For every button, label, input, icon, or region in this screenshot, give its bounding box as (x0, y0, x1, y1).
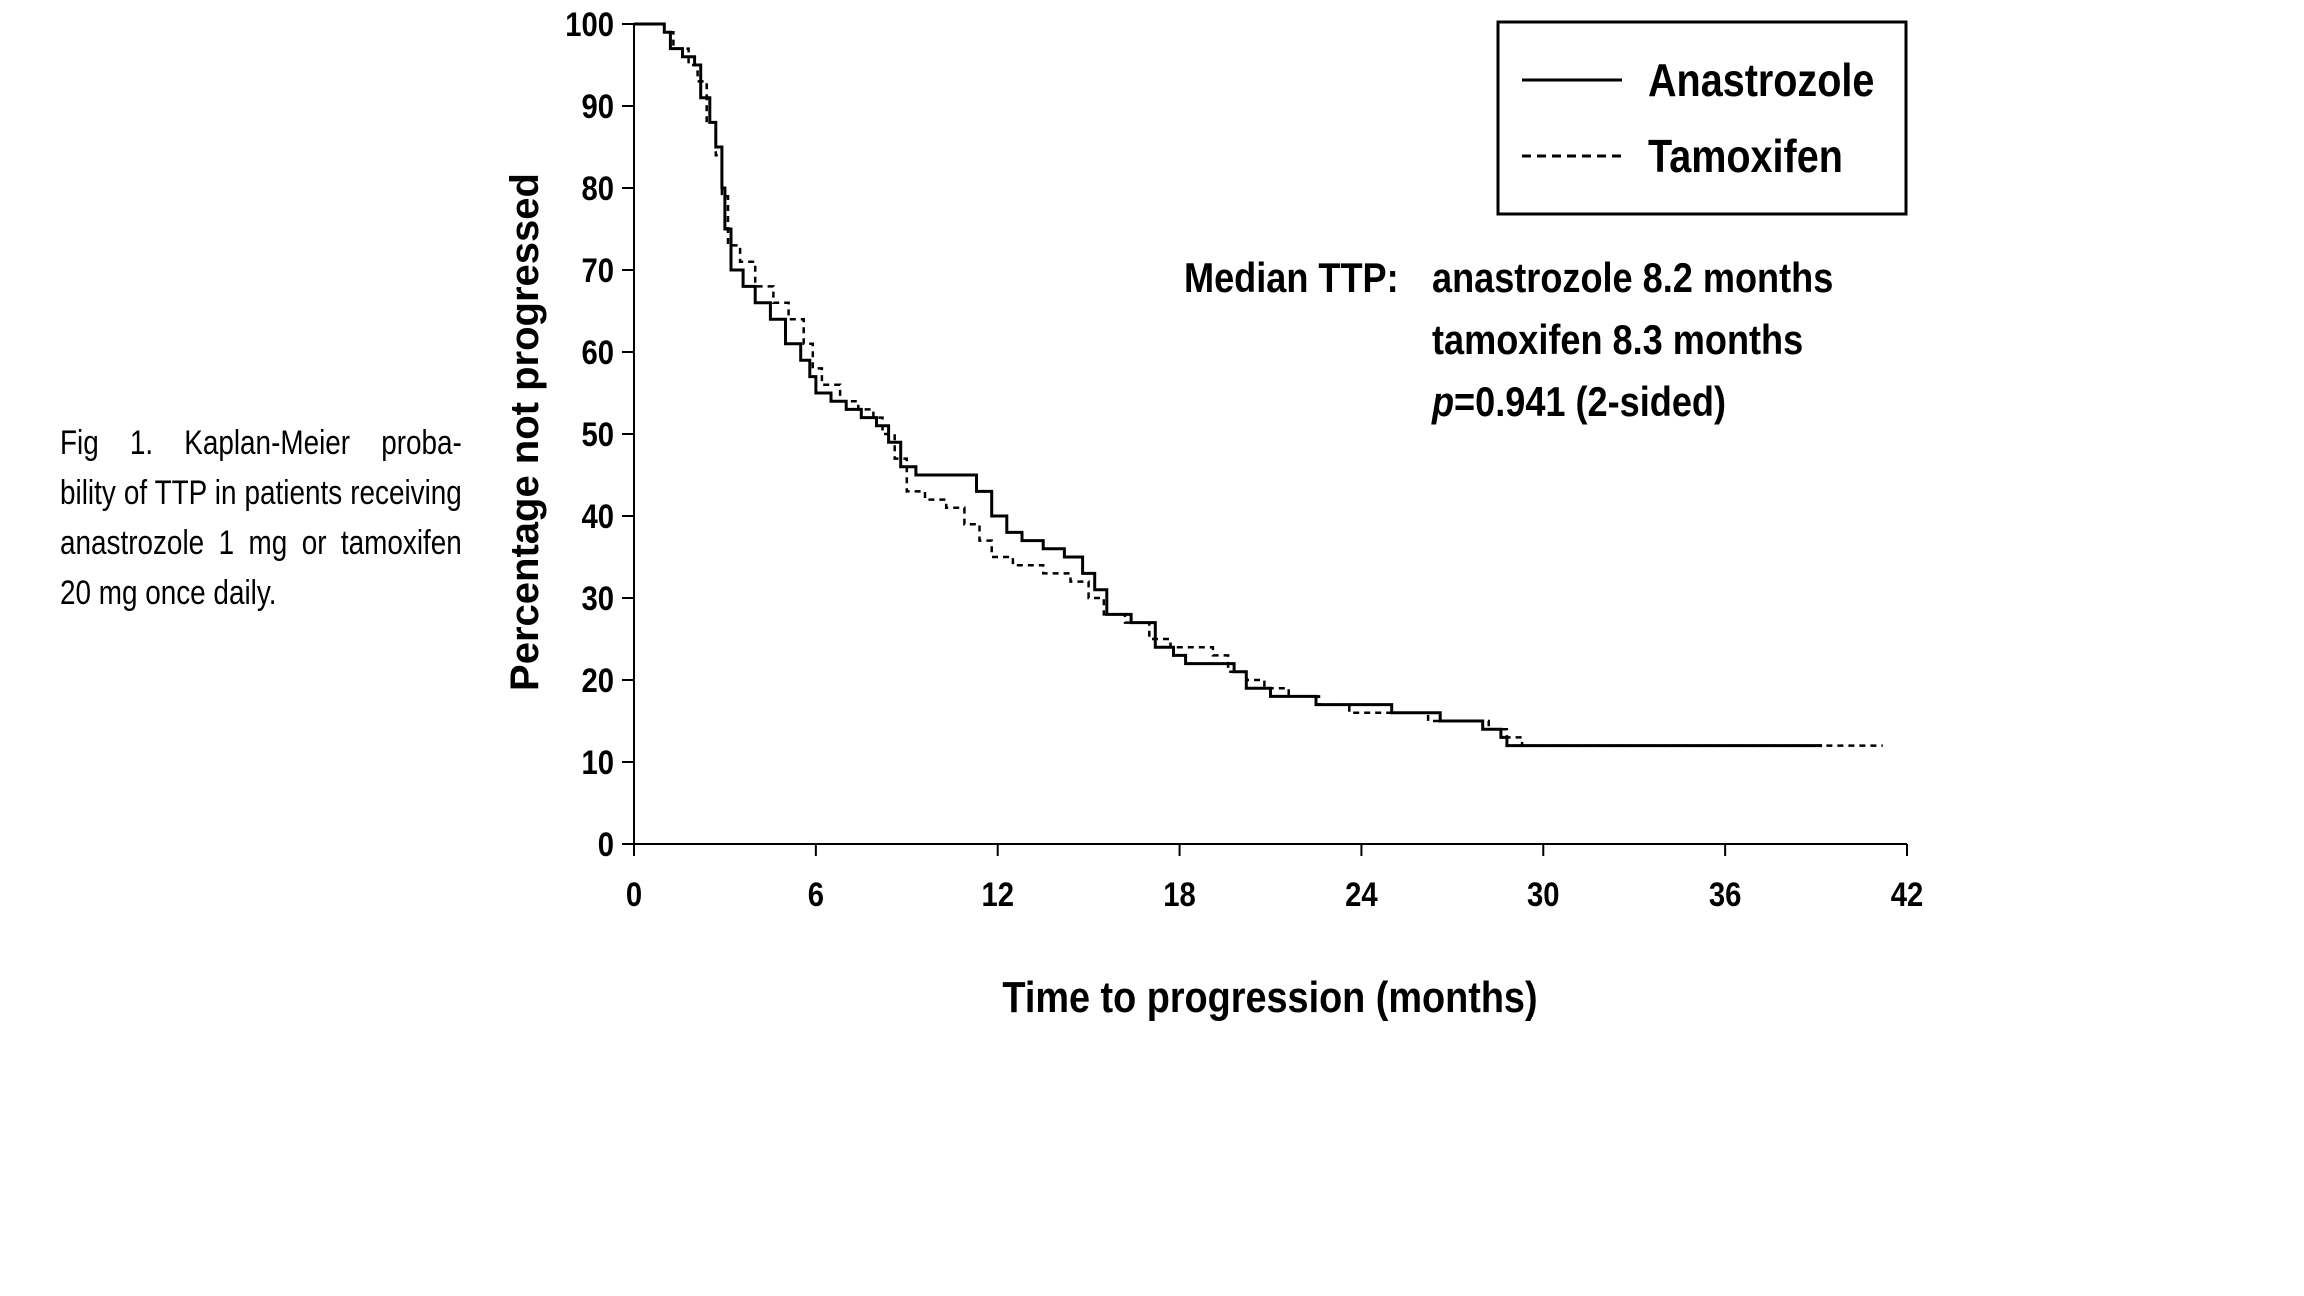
y-tick-label: 90 (581, 87, 614, 126)
caption-line: 20 mg once daily. (60, 574, 277, 612)
x-tick-label: 18 (1163, 875, 1196, 914)
y-tick-label: 70 (581, 251, 614, 290)
legend-label-tamoxifen: Tamoxifen (1648, 131, 1843, 182)
y-tick-label: 80 (581, 169, 614, 208)
median-values: anastrozole 8.2 months tamoxifen 8.3 mon… (1431, 256, 1833, 426)
x-axis-title: Time to progression (months) (1002, 972, 1537, 1021)
y-tick-label: 0 (598, 825, 614, 864)
chart-series (634, 22, 1883, 748)
legend-box (1496, 20, 1908, 216)
series-line-tamoxifen (634, 22, 1883, 747)
x-tick-label: 42 (1891, 875, 1924, 914)
y-tick-label: 50 (581, 415, 614, 454)
x-tick-label: 36 (1709, 875, 1742, 914)
chart-axes: 0 10 20 30 40 50 60 70 80 90 100 0 6 12 18 24 30 36 42 (565, 5, 1923, 914)
caption-line: Fig 1. Kaplan-Meier proba- (60, 424, 462, 462)
p-value-text: =0.941 (2-sided) (1454, 380, 1726, 426)
p-value-symbol: p (1431, 380, 1454, 426)
median-anastrozole: anastrozole 8.2 months (1432, 256, 1833, 302)
y-axis-title: Percentage not progressed (503, 173, 547, 691)
median-label: Median TTP: (1184, 256, 1399, 302)
caption-line: anastrozole 1 mg or tamoxifen (60, 524, 462, 562)
x-tick-label: 30 (1527, 875, 1560, 914)
y-tick-label: 20 (581, 661, 614, 700)
legend-label-anastrozole: Anastrozole (1648, 55, 1874, 106)
median-tamoxifen: tamoxifen 8.3 months (1432, 318, 1803, 364)
y-tick-label: 10 (581, 743, 614, 782)
caption-line: bility of TTP in patients receiving (60, 474, 462, 512)
x-tick-label: 24 (1345, 875, 1378, 914)
x-tick-label: 6 (808, 875, 824, 914)
y-tick-label: 40 (581, 497, 614, 536)
x-tick-label: 12 (981, 875, 1014, 914)
median-annotation: Median TTP: (1184, 256, 1399, 302)
x-tick-label: 0 (626, 875, 642, 914)
y-tick-label: 60 (581, 333, 614, 372)
y-tick-label: 100 (565, 5, 614, 44)
chart-legend: Anastrozole Tamoxifen (1496, 20, 1908, 216)
p-value: p=0.941 (2-sided) (1431, 380, 1726, 426)
y-tick-label: 30 (581, 579, 614, 618)
figure-caption: Fig 1. Kaplan-Meier proba- bility of TTP… (60, 418, 462, 618)
